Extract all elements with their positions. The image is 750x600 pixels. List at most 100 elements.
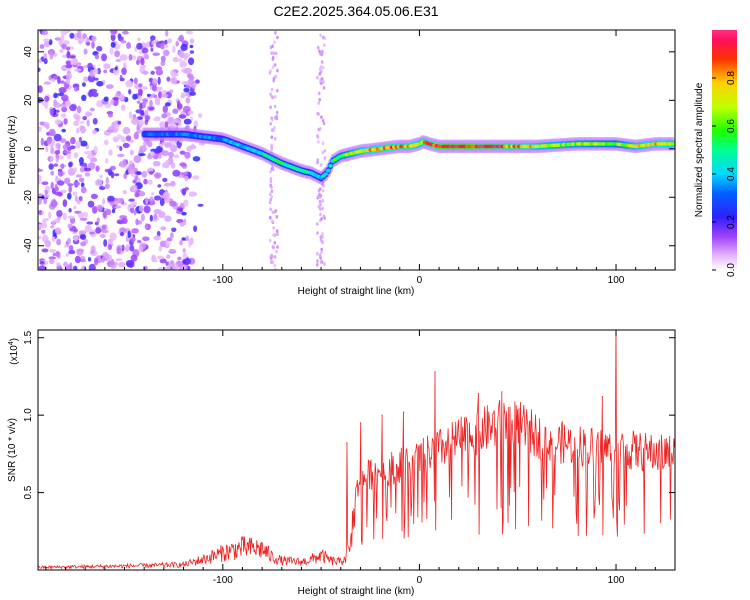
noise-speckle <box>316 263 319 267</box>
colorbar: 0.0 0.2 0.4 0.6 0.8 Normalized spectral ampl… <box>694 30 737 277</box>
noise-speckle <box>176 103 183 110</box>
noise-speckle <box>190 81 197 89</box>
noise-speckle <box>43 193 50 198</box>
x-tick-label: -100 <box>213 575 233 586</box>
noise-speckle <box>276 245 279 249</box>
noise-speckle <box>136 171 142 176</box>
noise-speckle <box>316 158 320 162</box>
noise-speckle <box>65 63 73 69</box>
noise-speckle <box>320 60 324 64</box>
y-tick-label: 1.5 <box>23 330 34 344</box>
noise-speckle <box>146 93 151 97</box>
noise-speckle <box>49 249 56 253</box>
noise-speckle <box>81 82 86 87</box>
noise-speckle <box>318 97 322 102</box>
noise-speckle <box>270 87 274 92</box>
noise-speckle <box>161 150 170 157</box>
noise-speckle <box>63 177 71 184</box>
x-tick-label: 0 <box>417 575 423 586</box>
noise-speckle <box>144 119 148 126</box>
noise-speckle <box>167 38 173 44</box>
noise-speckle <box>112 98 119 107</box>
noise-speckle <box>270 143 274 148</box>
noise-speckle <box>150 47 154 52</box>
noise-speckle <box>270 189 274 193</box>
noise-speckle <box>276 88 279 93</box>
noise-speckle <box>140 64 147 69</box>
noise-speckle <box>136 59 140 66</box>
noise-speckle <box>145 197 149 205</box>
noise-speckle <box>166 254 171 259</box>
noise-speckle <box>318 72 322 76</box>
noise-speckle <box>97 205 103 213</box>
noise-speckle <box>273 241 277 245</box>
noise-speckle <box>101 229 109 234</box>
noise-speckle <box>191 143 195 150</box>
snr-plot-area <box>38 330 675 570</box>
noise-speckle <box>184 175 189 182</box>
noise-speckle <box>45 146 49 153</box>
noise-speckle <box>275 249 278 254</box>
noise-speckle <box>93 145 98 154</box>
noise-speckle <box>62 199 68 208</box>
noise-speckle <box>83 167 92 172</box>
noise-speckle <box>91 41 95 49</box>
noise-speckle <box>319 235 323 239</box>
noise-speckle <box>154 259 158 263</box>
noise-speckle <box>162 177 168 183</box>
noise-speckle <box>110 30 118 35</box>
noise-speckle <box>316 251 319 256</box>
noise-speckle <box>136 239 142 244</box>
noise-speckle <box>104 168 112 173</box>
noise-speckle <box>42 218 48 223</box>
noise-speckle <box>161 93 169 98</box>
noise-speckle <box>81 128 87 132</box>
noise-speckle <box>188 75 195 80</box>
noise-speckle <box>159 42 166 50</box>
noise-speckle <box>189 44 194 49</box>
noise-speckle <box>49 258 55 264</box>
noise-speckle <box>166 76 171 82</box>
noise-speckle <box>323 262 326 266</box>
noise-speckle <box>149 171 154 175</box>
colorbar-tick-label: 0.6 <box>726 119 737 133</box>
noise-speckle <box>43 58 48 65</box>
noise-speckle <box>109 232 117 241</box>
noise-speckle <box>95 227 102 234</box>
noise-speckle <box>50 78 56 83</box>
noise-speckle <box>76 199 81 205</box>
noise-speckle <box>122 30 129 35</box>
noise-speckle <box>76 105 82 114</box>
noise-speckle <box>317 101 321 105</box>
noise-speckle <box>178 34 184 43</box>
noise-speckle <box>276 68 279 73</box>
noise-speckle <box>273 104 277 109</box>
noise-speckle <box>90 245 96 253</box>
noise-speckle <box>109 165 116 171</box>
noise-speckle <box>319 33 322 38</box>
noise-speckle <box>270 194 274 199</box>
noise-speckle <box>319 187 322 191</box>
noise-speckle <box>119 146 123 152</box>
noise-speckle <box>185 97 191 104</box>
snr-scale-label: (x104) <box>8 338 20 365</box>
noise-speckle <box>121 136 126 143</box>
noise-speckle <box>79 120 85 124</box>
snr-frame <box>37 329 676 571</box>
noise-speckle <box>77 36 83 45</box>
noise-speckle <box>133 131 139 140</box>
noise-speckle <box>82 116 87 121</box>
noise-speckle <box>149 196 154 201</box>
snr-series-line <box>38 330 675 570</box>
snr-ylabel: SNR (10 * v/v) <box>7 418 18 482</box>
snr-spike-point <box>477 392 479 395</box>
noise-speckle <box>67 183 74 187</box>
noise-speckle <box>105 208 112 216</box>
noise-speckle <box>73 228 79 233</box>
noise-speckle <box>268 200 272 205</box>
noise-speckle <box>110 42 116 48</box>
snr-axes: -100 0 100 0.5 1.0 1.5 <box>23 330 676 586</box>
noise-speckle <box>318 199 322 204</box>
noise-speckle <box>91 35 97 42</box>
noise-speckle <box>183 199 189 207</box>
